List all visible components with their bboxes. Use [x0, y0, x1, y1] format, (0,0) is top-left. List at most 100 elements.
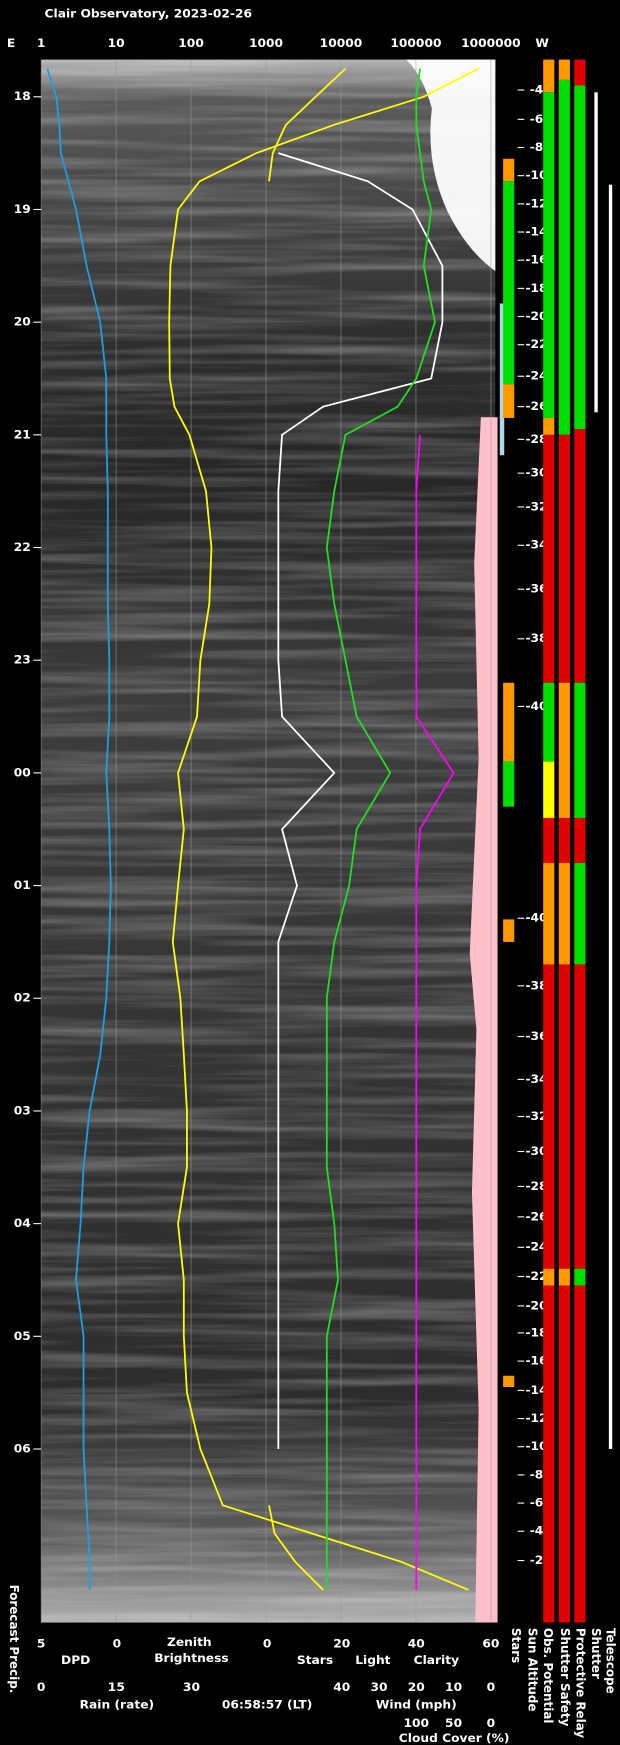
status-segment: [558, 863, 570, 965]
y-tick-label: 03: [14, 1104, 31, 1118]
x-tick-label: 100: [178, 36, 204, 50]
sun-altitude-label: -4: [530, 1524, 544, 1538]
series-line: [168, 67, 480, 1591]
bottom-tick-label: 0: [487, 1680, 496, 1694]
status-segment: [543, 434, 555, 683]
y-tick-label: 04: [14, 1216, 31, 1230]
sun-altitude-label: -30: [525, 466, 547, 480]
status-segment: [608, 184, 613, 1449]
status-segment: [543, 817, 555, 864]
bottom-tick-label: 0: [113, 1637, 122, 1651]
status-segment: [574, 1268, 586, 1286]
series-line: [415, 434, 455, 1590]
sun-altitude-label: -10: [525, 168, 547, 182]
status-segment: [574, 817, 586, 864]
keogram-background: [41, 59, 505, 1623]
sun-altitude-label: -34: [525, 538, 547, 552]
y-tick-label: 00: [14, 765, 31, 779]
bottom-tick-label: 0: [487, 1716, 496, 1730]
x-tick-label: 100000: [390, 36, 441, 50]
status-segment: [543, 59, 555, 93]
series-label-line: Brightness: [154, 1651, 228, 1665]
status-label: Shutter Safety: [558, 1628, 572, 1727]
bottom-tick-label: 0: [37, 1680, 46, 1694]
status-segment: [574, 1285, 586, 1623]
sun-altitude-label: -20: [525, 309, 547, 323]
y-tick-label: 21: [14, 427, 31, 441]
axis-label: Rain (rate): [80, 1697, 154, 1711]
axis-label: Wind (mph): [376, 1697, 457, 1711]
y-tick-label: 23: [14, 653, 31, 667]
sun-altitude-label: -28: [525, 1179, 547, 1193]
bottom-tick-label: 50: [445, 1716, 462, 1730]
status-segment: [594, 92, 598, 413]
status-segment: [574, 682, 586, 818]
bottom-tick-label: 10: [445, 1680, 462, 1694]
bottom-tick-label: 0: [263, 1637, 272, 1651]
series-label: Light: [355, 1653, 391, 1667]
forecast-strip: [499, 303, 505, 456]
sun-altitude-label: -30: [525, 1144, 547, 1158]
series-line: [325, 68, 436, 1590]
sun-altitude-label: -6: [530, 112, 544, 126]
sun-altitude-label: -32: [525, 1109, 547, 1123]
sun-altitude-label: -4: [530, 83, 544, 97]
x-tick-label: 1000000: [461, 36, 521, 50]
sun-altitude-label: -24: [525, 1240, 547, 1254]
sun-altitude-label: -40: [525, 911, 547, 925]
sun-altitude-label: -10: [525, 1439, 547, 1453]
east-label: E: [7, 36, 15, 50]
bottom-tick-label: 40: [333, 1680, 350, 1694]
bottom-tick-label: 15: [108, 1680, 125, 1694]
status-segment: [558, 1285, 570, 1623]
sun-altitude-label: -36: [525, 1029, 547, 1043]
x-tick-label: 10: [108, 36, 125, 50]
status-label: Protective Relay: [573, 1628, 587, 1738]
sun-altitude-label: -12: [525, 1411, 547, 1425]
sun-altitude-label: -14: [525, 225, 547, 239]
bottom-tick-label: 30: [183, 1680, 200, 1694]
y-tick-label: 05: [14, 1329, 31, 1343]
series-label: Zenith Brightness: [154, 1635, 228, 1665]
status-segment: [574, 429, 586, 683]
status-segment: [503, 682, 515, 762]
bottom-tick-label: 5: [37, 1637, 46, 1651]
sun-altitude-label: -8: [530, 140, 544, 154]
series-label: Stars: [297, 1653, 333, 1667]
sun-altitude-label: -20: [525, 1298, 547, 1312]
series-label: Clarity: [414, 1653, 460, 1667]
status-segment: [503, 158, 515, 182]
status-label: Stars: [509, 1628, 523, 1663]
status-segment: [558, 434, 570, 683]
status-segment: [574, 964, 586, 1269]
sun-altitude-label: -34: [525, 1072, 547, 1086]
status-segment: [503, 384, 515, 418]
x-tick-label: 1: [37, 36, 46, 50]
status-segment: [558, 964, 570, 1269]
twilight-glow: [406, 59, 496, 271]
sun-altitude-label: -14: [525, 1383, 547, 1397]
series-line: [277, 152, 444, 1449]
sun-altitude-label: -18: [525, 1326, 547, 1340]
sun-altitude-label: -26: [525, 1209, 547, 1223]
west-label: W: [535, 36, 549, 50]
sun-altitude-label: -12: [525, 196, 547, 210]
status-segment: [558, 817, 570, 864]
axis-label: Cloud Cover (%): [399, 1731, 510, 1745]
series-label: DPD: [61, 1653, 90, 1667]
status-segment: [543, 1285, 555, 1623]
sun-altitude-label: -22: [525, 337, 547, 351]
series-line: [46, 68, 112, 1590]
sun-altitude-label: -32: [525, 500, 547, 514]
sun-altitude-label: -28: [525, 432, 547, 446]
status-label: Shutter: [589, 1628, 603, 1679]
status-segment: [543, 92, 555, 418]
y-tick-label: 02: [14, 991, 31, 1005]
chart-layer: 1 10 100 1000 10000 100000 1000000181920212223…: [14, 36, 613, 1745]
status-segment: [543, 761, 555, 818]
status-segment: [574, 863, 586, 965]
sun-altitude-label: -6: [530, 1496, 544, 1510]
sun-altitude-label: -38: [525, 631, 547, 645]
